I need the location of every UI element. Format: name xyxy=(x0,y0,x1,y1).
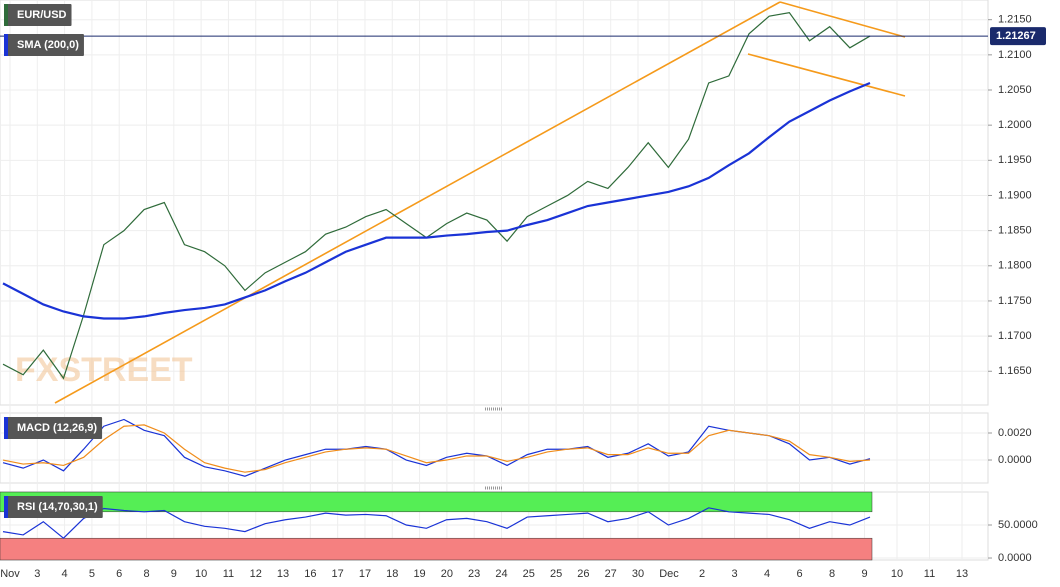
y-tick-label: 1.1750 xyxy=(998,295,1032,307)
trendline xyxy=(779,1,906,38)
x-tick-label: 11 xyxy=(223,568,234,580)
x-tick-label: 8 xyxy=(829,568,835,580)
last-price-label: 1.21267 xyxy=(996,30,1036,42)
legend-swatch xyxy=(4,34,8,56)
x-tick-label: 2 xyxy=(699,568,705,580)
x-tick-label: Nov xyxy=(0,568,20,580)
x-tick-label: 25 xyxy=(523,568,535,580)
x-tick-label: 6 xyxy=(116,568,122,580)
y-tick-label: 50.0000 xyxy=(998,519,1038,531)
y-tick-label: 0.0000 xyxy=(998,552,1032,564)
legend-box xyxy=(4,4,72,26)
y-tick-label: 1.2000 xyxy=(998,119,1032,131)
x-tick-label: 20 xyxy=(441,568,453,580)
x-tick-label: Dec xyxy=(659,568,679,580)
oversold-band xyxy=(0,537,873,561)
price-panel xyxy=(0,0,989,406)
x-tick-label: 9 xyxy=(861,568,867,580)
series-line xyxy=(2,81,871,320)
y-tick-label: 1.2100 xyxy=(998,49,1032,61)
x-tick-label: 16 xyxy=(304,568,316,580)
series-line xyxy=(2,507,871,540)
legend-swatch xyxy=(4,496,8,518)
watermark: FXSTREET xyxy=(15,351,193,389)
x-tick-label: 13 xyxy=(956,568,968,580)
legend-label: MACD (12,26,9) xyxy=(17,422,97,434)
x-tick-label: 25 xyxy=(550,568,562,580)
x-tick-label: 11 xyxy=(924,568,935,580)
last-price-box xyxy=(990,27,1046,46)
x-tick-label: 4 xyxy=(764,568,770,580)
series-line xyxy=(2,424,871,473)
x-tick-label: 17 xyxy=(359,568,371,580)
legend-box xyxy=(4,34,84,56)
trendline xyxy=(747,53,906,97)
x-tick-label: 4 xyxy=(62,568,68,580)
x-tick-label: 23 xyxy=(468,568,480,580)
legend-swatch xyxy=(4,4,8,26)
overbought-band xyxy=(0,491,873,513)
y-tick-label: 1.1900 xyxy=(998,189,1032,201)
x-tick-label: 30 xyxy=(632,568,644,580)
grid xyxy=(0,0,988,560)
legend-box xyxy=(4,496,103,518)
legend-swatch xyxy=(4,417,8,439)
x-tick-label: 12 xyxy=(250,568,262,580)
x-tick-label: 27 xyxy=(605,568,617,580)
series-line xyxy=(2,12,871,380)
x-tick-label: 3 xyxy=(34,568,40,580)
x-tick-label: 18 xyxy=(386,568,398,580)
y-tick-label: 1.1650 xyxy=(998,365,1032,377)
y-tick-label: 1.2050 xyxy=(998,84,1032,96)
legend-label: SMA (200,0) xyxy=(17,39,79,51)
x-tick-label: 10 xyxy=(195,568,207,580)
x-tick-label: 9 xyxy=(171,568,177,580)
y-tick-label: 1.1800 xyxy=(998,260,1032,272)
trendline xyxy=(54,1,781,404)
x-tick-label: 10 xyxy=(891,568,903,580)
x-tick-label: 6 xyxy=(796,568,802,580)
legend-box xyxy=(4,417,103,439)
x-tick-label: 26 xyxy=(577,568,589,580)
y-tick-label: 0.0000 xyxy=(998,454,1032,466)
x-tick-label: 3 xyxy=(731,568,737,580)
macd-panel xyxy=(0,412,989,484)
legend-label: EUR/USD xyxy=(17,9,67,21)
legend-label: RSI (14,70,30,1) xyxy=(17,501,98,513)
x-tick-label: 17 xyxy=(332,568,344,580)
x-tick-label: 13 xyxy=(277,568,289,580)
y-tick-label: 1.1850 xyxy=(998,225,1032,237)
x-tick-label: 19 xyxy=(413,568,425,580)
x-tick-label: 8 xyxy=(143,568,149,580)
x-tick-label: 24 xyxy=(495,568,507,580)
y-tick-label: 1.2150 xyxy=(998,14,1032,26)
y-tick-label: 1.1700 xyxy=(998,330,1032,342)
trendlines xyxy=(54,1,906,404)
y-tick-label: 0.0020 xyxy=(998,427,1032,439)
x-tick-label: 5 xyxy=(89,568,95,580)
y-tick-label: 1.1950 xyxy=(998,154,1032,166)
